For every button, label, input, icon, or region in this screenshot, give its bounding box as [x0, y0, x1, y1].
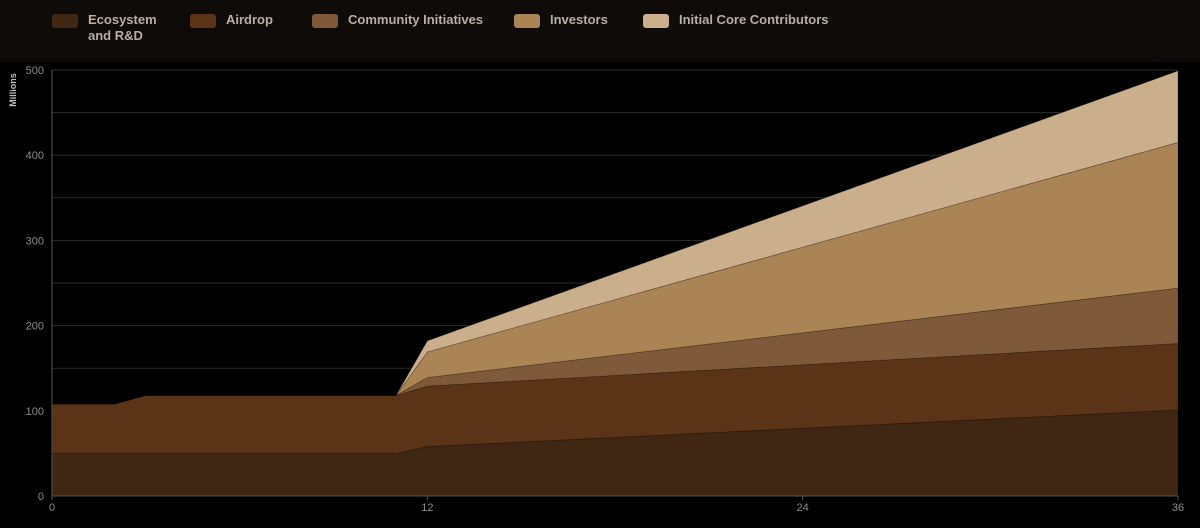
x-tick-label: 0: [49, 502, 55, 514]
area-series-2[interactable]: [52, 287, 1179, 405]
legend-label-ecosystem: Ecosystem and R&D: [88, 12, 157, 43]
area-series-4[interactable]: [52, 70, 1179, 405]
legend: Ecosystem and R&D Airdrop Community Init…: [0, 0, 1200, 62]
y-axis-label: Millions: [8, 73, 18, 107]
area-series-1[interactable]: [51, 343, 1179, 454]
legend-item-investors[interactable]: Investors: [514, 8, 608, 28]
legend-swatch-core-contributors: [643, 14, 669, 28]
y-tick-label: 300: [26, 235, 44, 247]
legend-swatch-ecosystem: [52, 14, 78, 28]
legend-swatch-airdrop: [190, 14, 216, 28]
legend-label-airdrop: Airdrop: [226, 12, 273, 27]
area-series: [51, 70, 1179, 497]
area-series-3[interactable]: [52, 141, 1179, 405]
x-tick-label: 36: [1172, 502, 1184, 514]
y-tick-label: 100: [26, 406, 44, 418]
legend-item-core-contributors[interactable]: Initial Core Contributors: [643, 8, 829, 28]
legend-swatch-community: [312, 14, 338, 28]
axes: 0 100 200 300 400 500 0 12 24 36: [26, 65, 1184, 514]
y-tick-label: 0: [38, 491, 44, 503]
y-tick-label: 500: [26, 65, 44, 77]
legend-item-airdrop[interactable]: Airdrop: [190, 8, 273, 28]
x-tick-label: 12: [421, 502, 433, 514]
legend-swatch-investors: [514, 14, 540, 28]
legend-item-ecosystem[interactable]: Ecosystem and R&D: [52, 8, 157, 44]
legend-item-community[interactable]: Community Initiatives: [312, 8, 483, 28]
y-tick-label: 400: [26, 150, 44, 162]
legend-label-core-contributors: Initial Core Contributors: [679, 12, 829, 27]
legend-label-investors: Investors: [550, 12, 608, 27]
legend-label-community: Community Initiatives: [348, 12, 484, 27]
y-tick-label: 200: [26, 321, 44, 333]
x-tick-label: 24: [797, 502, 809, 514]
